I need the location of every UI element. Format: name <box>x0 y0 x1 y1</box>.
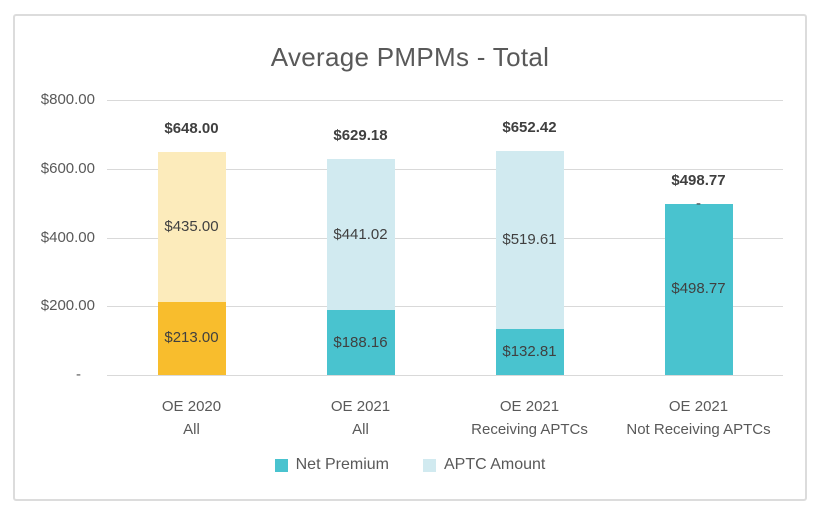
y-tick-label: - <box>76 366 81 383</box>
gridline <box>107 375 783 376</box>
total-label: $648.00 <box>164 120 219 138</box>
bar-segment-aptc-amount <box>157 152 226 302</box>
bar-segment-aptc-amount <box>326 158 395 311</box>
legend-swatch <box>422 458 436 472</box>
data-label: $188.16 <box>333 333 388 351</box>
legend-swatch <box>274 458 288 472</box>
y-tick-label: $800.00 <box>40 91 95 108</box>
bar-segment-aptc-amount <box>495 150 564 330</box>
x-category-label: OE 2020 All <box>161 398 222 438</box>
chart-title: Average PMPMs - Total <box>270 42 550 72</box>
gridline <box>107 100 783 101</box>
legend-item-net-premium: Net Premium <box>274 456 389 474</box>
legend-label: Net Premium <box>295 456 389 473</box>
gridline <box>107 168 783 170</box>
y-tick-label: $400.00 <box>40 228 95 246</box>
x-category-label: OE 2021 Receiving APTCs <box>471 398 588 438</box>
bar-segment-net-premium <box>664 203 733 375</box>
total-label: $498.77 <box>671 171 726 189</box>
legend: Net Premium APTC Amount <box>15 456 805 474</box>
gridline <box>107 306 783 308</box>
data-label: $498.77 <box>671 280 726 298</box>
bar-segment-net-premium <box>495 329 564 375</box>
y-tick-label: $600.00 <box>40 159 95 177</box>
data-label: $441.02 <box>333 225 388 243</box>
data-label: - <box>696 194 701 212</box>
chart-frame: Average PMPMs - Total $800.00 $600.00 $400… <box>13 14 807 501</box>
x-category-label: OE 2021 Not Receiving APTCs <box>626 398 771 438</box>
data-label: $519.61 <box>502 231 557 249</box>
legend-label: APTC Amount <box>443 456 546 473</box>
data-label: $435.00 <box>164 218 219 236</box>
gridline <box>107 237 783 239</box>
bar-segment-net-premium <box>326 310 395 375</box>
total-label: $629.18 <box>333 126 388 144</box>
data-label: $213.00 <box>164 329 219 347</box>
plot-area: $213.00 $435.00 $648.00 $188.16 $441.02 $629.… <box>107 100 783 376</box>
total-label: $652.42 <box>502 118 557 136</box>
bar-segment-net-premium <box>157 301 226 375</box>
data-label: $132.81 <box>502 343 557 361</box>
x-category-label: OE 2021 All <box>330 398 391 438</box>
legend-item-aptc-amount: APTC Amount <box>422 456 546 474</box>
y-axis: $800.00 $600.00 $400.00 $200.00 - <box>15 91 95 383</box>
y-tick-label: $200.00 <box>40 297 95 315</box>
